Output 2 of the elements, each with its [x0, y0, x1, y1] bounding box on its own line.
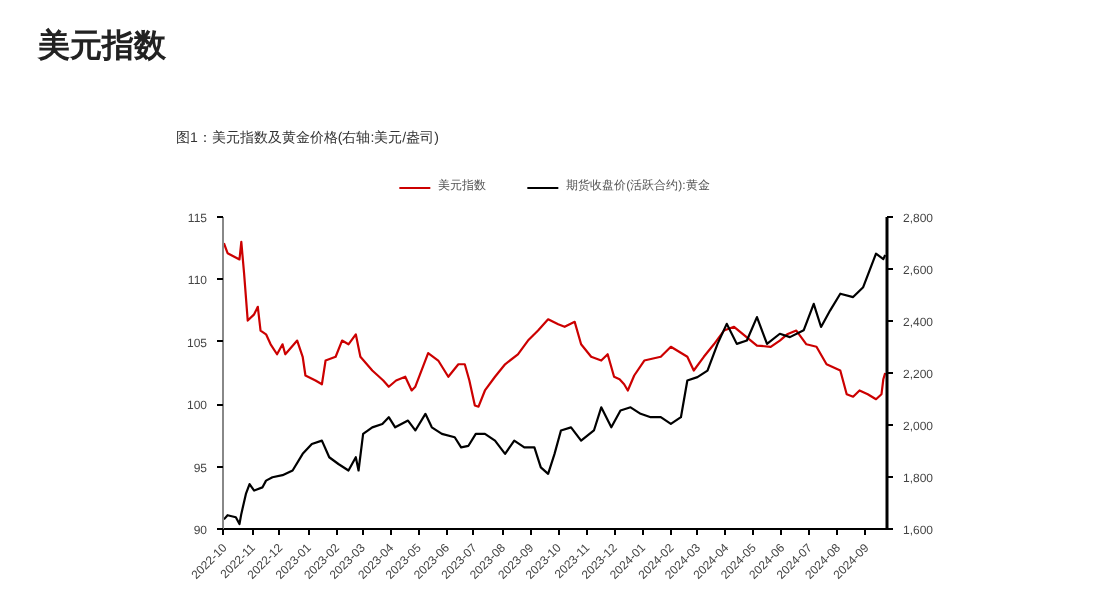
chart-title: 美元指数	[38, 26, 166, 68]
line-series	[223, 240, 887, 408]
